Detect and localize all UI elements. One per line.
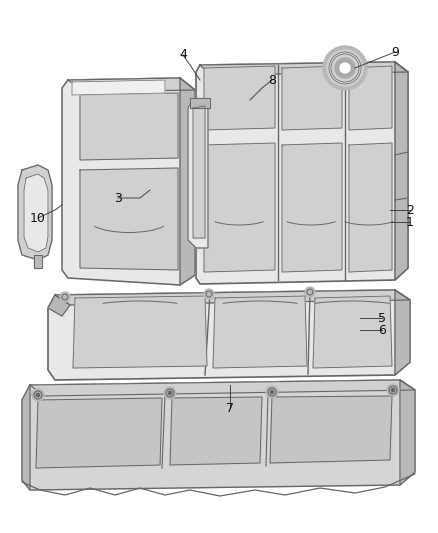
Polygon shape bbox=[62, 78, 195, 285]
Circle shape bbox=[327, 50, 363, 86]
Circle shape bbox=[168, 391, 172, 395]
Circle shape bbox=[387, 384, 399, 396]
Polygon shape bbox=[170, 397, 262, 465]
Polygon shape bbox=[22, 380, 415, 490]
Text: 3: 3 bbox=[114, 191, 122, 205]
Polygon shape bbox=[55, 290, 410, 305]
Text: 7: 7 bbox=[226, 401, 234, 415]
Polygon shape bbox=[34, 255, 42, 268]
Polygon shape bbox=[282, 66, 342, 130]
Text: 2: 2 bbox=[406, 204, 414, 216]
Text: 1: 1 bbox=[406, 215, 414, 229]
Polygon shape bbox=[395, 62, 408, 280]
Polygon shape bbox=[72, 80, 165, 95]
Circle shape bbox=[323, 46, 367, 90]
Polygon shape bbox=[22, 385, 30, 490]
Polygon shape bbox=[188, 100, 208, 248]
Polygon shape bbox=[204, 66, 275, 130]
Circle shape bbox=[305, 287, 315, 297]
Polygon shape bbox=[270, 396, 392, 463]
Circle shape bbox=[204, 289, 214, 299]
Circle shape bbox=[391, 388, 395, 392]
Polygon shape bbox=[36, 398, 162, 468]
Polygon shape bbox=[204, 143, 275, 272]
Text: 4: 4 bbox=[179, 49, 187, 61]
Polygon shape bbox=[213, 296, 307, 368]
Circle shape bbox=[266, 386, 278, 398]
Circle shape bbox=[60, 292, 70, 302]
Polygon shape bbox=[80, 168, 178, 270]
Polygon shape bbox=[200, 62, 408, 75]
Polygon shape bbox=[282, 143, 342, 272]
Polygon shape bbox=[73, 296, 207, 368]
Polygon shape bbox=[30, 380, 415, 396]
Polygon shape bbox=[180, 78, 195, 285]
Text: 6: 6 bbox=[378, 324, 386, 336]
Circle shape bbox=[32, 389, 44, 401]
Polygon shape bbox=[24, 174, 48, 252]
Text: 10: 10 bbox=[30, 212, 46, 224]
Circle shape bbox=[164, 387, 176, 399]
Circle shape bbox=[36, 393, 40, 397]
Text: 5: 5 bbox=[378, 311, 386, 325]
Circle shape bbox=[340, 63, 350, 73]
Polygon shape bbox=[48, 290, 410, 380]
Polygon shape bbox=[68, 78, 195, 92]
Polygon shape bbox=[18, 165, 52, 260]
Polygon shape bbox=[190, 98, 210, 108]
Polygon shape bbox=[395, 290, 410, 375]
Polygon shape bbox=[196, 62, 408, 284]
Circle shape bbox=[335, 58, 355, 78]
Circle shape bbox=[270, 390, 274, 394]
Polygon shape bbox=[400, 380, 415, 485]
Polygon shape bbox=[193, 106, 205, 238]
Polygon shape bbox=[349, 143, 392, 272]
Polygon shape bbox=[349, 66, 392, 130]
Text: 9: 9 bbox=[391, 45, 399, 59]
Polygon shape bbox=[80, 93, 178, 160]
Text: 8: 8 bbox=[268, 74, 276, 86]
Polygon shape bbox=[313, 296, 392, 368]
Polygon shape bbox=[48, 295, 70, 316]
